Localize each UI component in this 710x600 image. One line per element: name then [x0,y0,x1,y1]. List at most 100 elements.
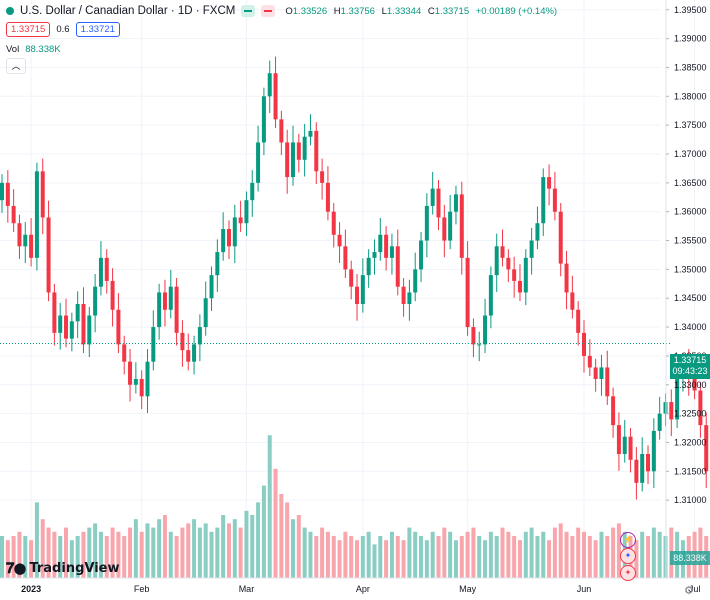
volume-bar [256,502,261,578]
candle-body [116,309,121,345]
volume-bar [139,531,144,578]
candle-body [547,177,552,189]
candle-body [605,367,610,397]
canada-flag-icon[interactable]: ✦ [620,565,636,581]
volume-bar [413,531,418,578]
ask-price-button[interactable]: 1.33721 [75,22,120,37]
volume-bar [267,435,272,578]
y-tick-label: 1.38500 [674,62,707,72]
change-value: +0.00189 (+0.14%) [475,5,558,17]
candle-body [384,234,389,258]
candle-body [308,130,313,137]
symbol-title[interactable]: U.S. Dollar / Canadian Dollar · 1D · FXC… [20,5,236,17]
volume-bar [244,510,249,578]
volume-bar [488,531,493,578]
volume-legend[interactable]: Vol 88.338K [6,44,61,55]
bar-countdown: 09:43:23 [672,366,708,376]
collapse-legend-button[interactable]: ︿ [6,58,26,74]
x-tick-label: Mar [239,584,255,594]
settings-gear-icon[interactable]: ⚙ [684,585,694,597]
volume-bar [355,540,360,578]
volume-bar [145,523,150,578]
candle-body [87,315,92,345]
y-tick-label: 1.32000 [674,437,707,447]
x-tick-label: May [459,584,477,594]
candle-body [663,402,668,414]
volume-bar [587,536,592,578]
buy-flag-icon[interactable] [241,5,256,17]
lightning-icon[interactable]: ⚡ [620,532,636,548]
candle-body [23,234,28,247]
candle-body [622,436,627,454]
y-tick-label: 1.39000 [674,34,707,44]
volume-bar [157,519,162,578]
candle-body [576,309,581,333]
volume-bar [17,531,22,578]
volume-bar [168,531,173,578]
candle-body [261,96,266,143]
candle-body [69,321,74,339]
volume-bar [11,536,16,578]
candle-body [52,292,57,333]
candle-body [483,315,488,345]
candle-body [488,275,493,316]
volume-bar [0,536,4,578]
y-tick-label: 1.36000 [674,207,707,217]
volume-bar [110,527,115,578]
volume-bar [302,527,307,578]
candle-body [314,130,319,172]
candle-body [570,292,575,310]
last-price-tag: 1.33715 09:43:23 [670,354,710,379]
candle-body [325,182,330,212]
volume-bar [81,531,86,578]
candle-body [122,344,127,362]
candle-body [669,402,674,420]
us-flag-icon[interactable]: ✦ [620,548,636,564]
volume-bar [657,531,662,578]
candle-body [250,182,255,201]
volume-bar [29,540,34,578]
candle-body [46,217,51,293]
candle-body [145,361,150,397]
tradingview-logo[interactable]: 𝟕● TradingView [6,559,120,577]
volume-bar [419,536,424,578]
y-tick-label: 1.31000 [674,495,707,505]
candle-body [5,182,10,206]
volume-bar [616,523,621,578]
candle-body [81,304,86,345]
candle-body [40,171,45,218]
candle-body [535,223,540,241]
sell-flag-icon[interactable] [261,5,276,17]
candle-body [628,436,633,460]
candle-body [139,379,144,397]
candle-body [564,263,569,293]
bid-ask-row: 1.33715 0.6 1.33721 [6,22,120,37]
spread-value: 0.6 [56,24,70,35]
x-tick-label: Jun [577,584,592,594]
volume-bar [517,540,522,578]
volume-bar [116,531,121,578]
candle-body [343,246,348,270]
volume-bar [128,527,133,578]
volume-bar [663,536,668,578]
volume-bar [395,536,400,578]
volume-bar [541,531,546,578]
high-value: 1.33756 [340,5,375,17]
candle-body [494,246,499,276]
candle-body [477,344,482,346]
volume-bar [308,531,313,578]
y-tick-label: 1.31500 [674,466,707,476]
volume-bar [52,531,57,578]
volume-bar [226,523,231,578]
volume-bar [570,536,575,578]
candle-body [232,217,237,247]
candle-body [226,229,231,247]
bid-price-button[interactable]: 1.33715 [6,22,51,37]
volume-bar [337,540,342,578]
candle-body [279,119,284,143]
candle-body [407,292,412,304]
candle-body [104,257,109,281]
open-value: 1.33526 [292,5,328,17]
candle-body [424,205,429,241]
